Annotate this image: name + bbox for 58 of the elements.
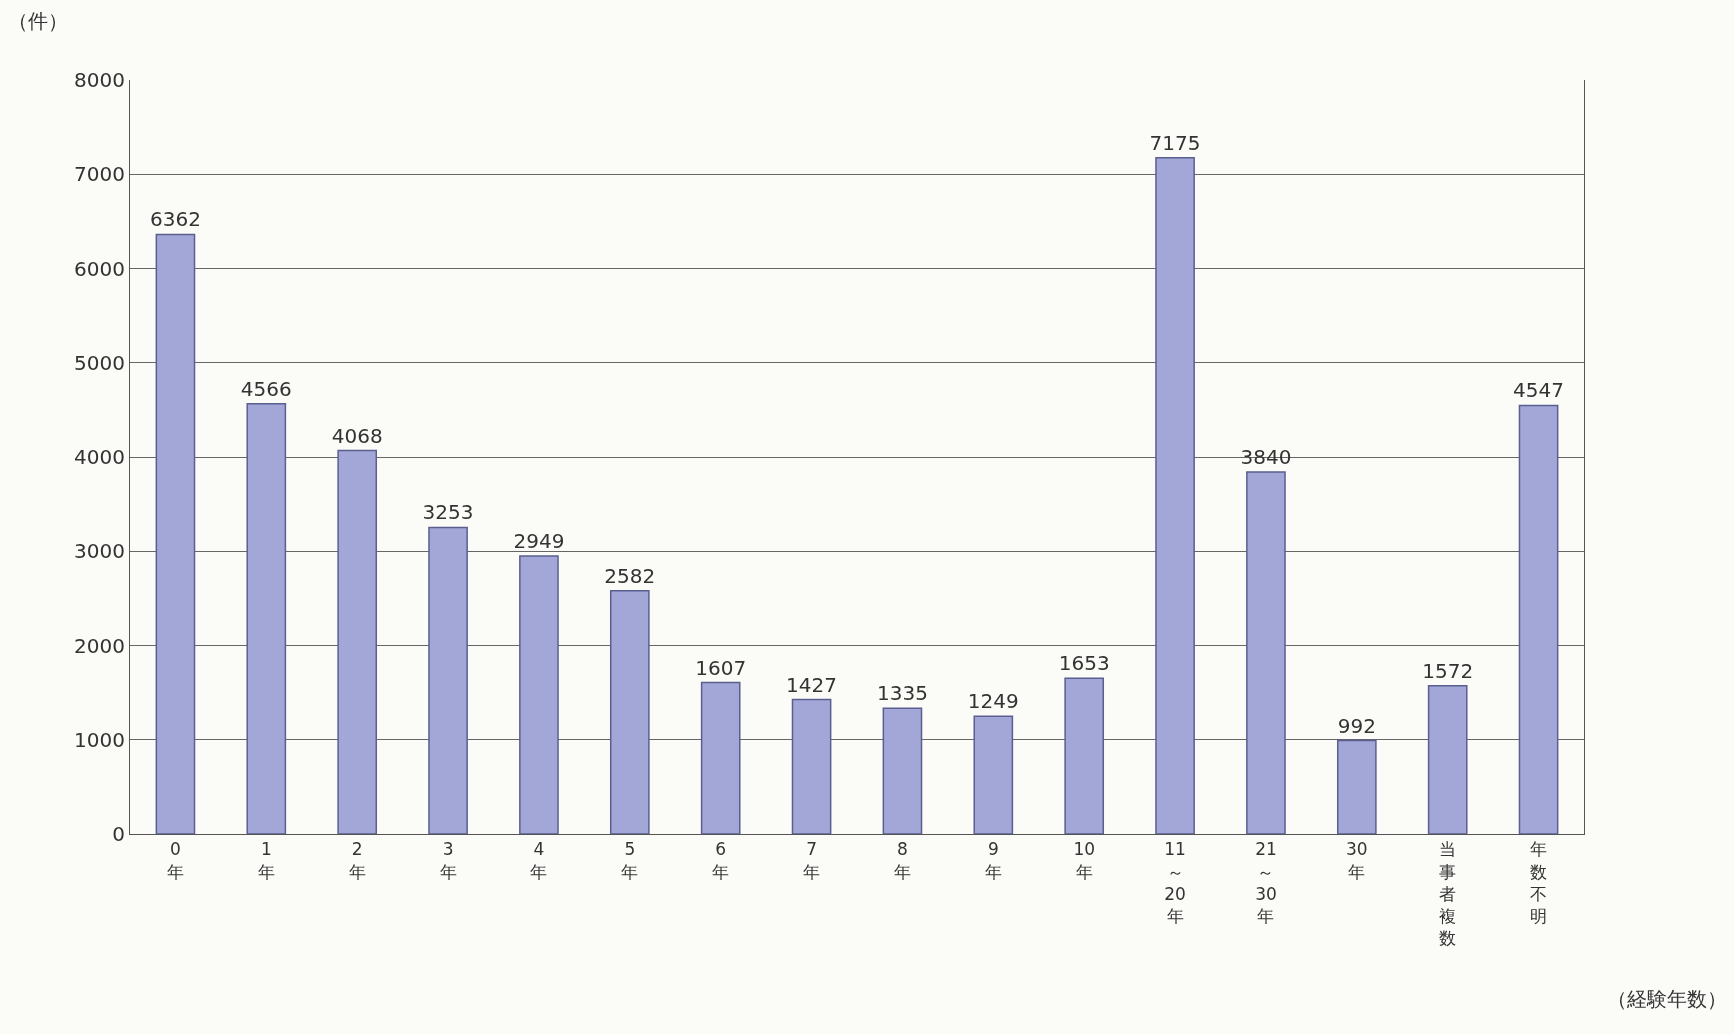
x-axis-title: （経験年数）: [1607, 987, 1727, 1011]
x-tick-label: 8年: [893, 839, 911, 882]
bar: [246, 402, 287, 834]
bar: [1246, 471, 1286, 834]
bar: [1336, 739, 1377, 834]
y-tick-label: 2000: [74, 633, 125, 658]
y-tick-label: 3000: [74, 539, 125, 564]
data-label: 6362: [149, 207, 201, 232]
y-tick-label: 1000: [74, 727, 125, 752]
bar: [609, 589, 650, 834]
bar: [337, 449, 378, 834]
x-tick-label: 1年: [257, 839, 275, 882]
data-label: 7175: [1149, 130, 1201, 155]
x-tick-label: 6年: [712, 839, 730, 882]
y-tick-label: 8000: [74, 68, 125, 92]
data-label: 1653: [1058, 651, 1110, 676]
y-tick-label: 0: [112, 822, 125, 846]
data-label: 2582: [604, 563, 656, 588]
x-tick-label: 3年: [439, 839, 457, 882]
bar: [791, 698, 832, 834]
bar: [155, 233, 196, 834]
data-label: 1249: [967, 689, 1019, 714]
y-axis-title: （件）: [8, 9, 68, 33]
bar: [1518, 404, 1559, 834]
x-tick-label: 当事者複数: [1439, 839, 1457, 948]
y-tick-label: 4000: [74, 445, 125, 469]
x-tick-label: 4年: [530, 839, 548, 882]
x-tick-label: 7年: [803, 839, 821, 882]
data-label: 1335: [876, 681, 928, 706]
data-label: 3253: [422, 500, 474, 525]
x-tick-label: 5年: [621, 839, 639, 882]
bar: [1155, 157, 1195, 834]
bar: [519, 555, 559, 834]
y-tick-label: 7000: [74, 162, 125, 187]
bar: [1064, 677, 1105, 834]
data-label: 4547: [1513, 378, 1565, 403]
bar: [700, 681, 741, 834]
x-tick-label: 0年: [166, 839, 184, 882]
x-tick-label: 2年: [348, 839, 366, 882]
x-tick-label: 11～20年: [1164, 839, 1186, 926]
data-label: 992: [1337, 713, 1376, 738]
y-tick-label: 6000: [74, 256, 125, 281]
data-label: 4566: [240, 376, 292, 401]
x-tick-label: 10年: [1073, 839, 1096, 882]
bar: [1427, 685, 1468, 834]
data-label: 4068: [331, 423, 383, 448]
bar: [428, 526, 468, 834]
x-tick-label: 21～30年: [1255, 839, 1277, 926]
data-label: 1607: [695, 655, 747, 680]
data-label: 1572: [1422, 658, 1474, 683]
data-label: 1427: [786, 672, 838, 697]
x-tick-label: 9年: [984, 839, 1002, 882]
data-label: 2949: [513, 529, 565, 554]
bar: [882, 707, 923, 834]
x-tick-label: 年数不明: [1530, 839, 1548, 926]
x-tick-label: 30年: [1345, 839, 1368, 882]
y-tick-label: 5000: [74, 350, 125, 375]
bar: [973, 715, 1014, 834]
